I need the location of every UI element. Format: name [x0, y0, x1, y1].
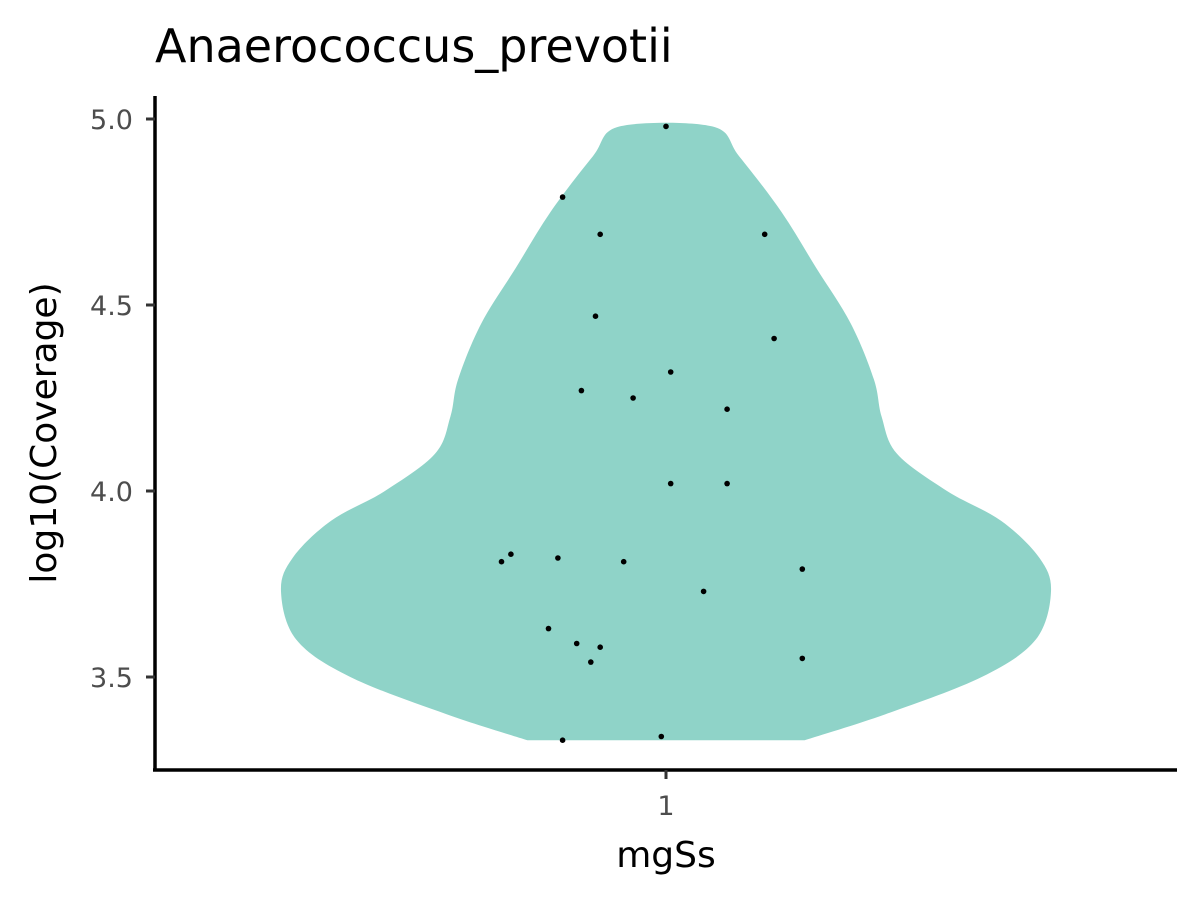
data-point: [761, 231, 768, 238]
data-point: [771, 335, 777, 342]
y-tick-label: 4.5: [90, 291, 133, 322]
data-point: [592, 313, 599, 320]
data-point: [630, 395, 636, 401]
data-point: [799, 655, 806, 662]
data-point: [724, 406, 730, 413]
data-point: [578, 387, 585, 394]
y-tick-label: 5.0: [90, 105, 133, 136]
data-point: [620, 558, 627, 565]
y-axis-ticks: 3.5 4.0 4.5 5.0: [90, 105, 155, 694]
data-point: [545, 625, 552, 632]
data-point: [559, 737, 566, 743]
violin-shape: [280, 122, 1052, 741]
data-point: [658, 733, 665, 740]
violin-layer: [280, 122, 1052, 741]
data-point: [508, 551, 514, 557]
data-point: [555, 555, 561, 561]
data-point: [700, 588, 707, 595]
data-point: [799, 566, 806, 572]
y-axis-title: log10(Coverage): [24, 282, 65, 583]
data-point: [498, 558, 505, 565]
data-point: [663, 123, 669, 130]
data-point: [597, 231, 603, 238]
x-axis-title: mgSs: [616, 835, 716, 876]
data-point: [667, 480, 674, 487]
x-tick-label: 1: [657, 791, 674, 822]
x-axis-ticks: 1: [657, 770, 675, 822]
data-point: [588, 659, 594, 665]
data-point: [559, 194, 566, 200]
y-tick-label: 3.5: [90, 663, 133, 694]
chart-title: Anaerococcus_prevotii: [155, 19, 673, 73]
data-point: [667, 369, 674, 375]
data-point: [597, 644, 603, 650]
points-layer: [498, 123, 806, 743]
data-point: [573, 640, 580, 647]
data-point: [724, 480, 730, 487]
y-tick-label: 4.0: [90, 477, 133, 508]
